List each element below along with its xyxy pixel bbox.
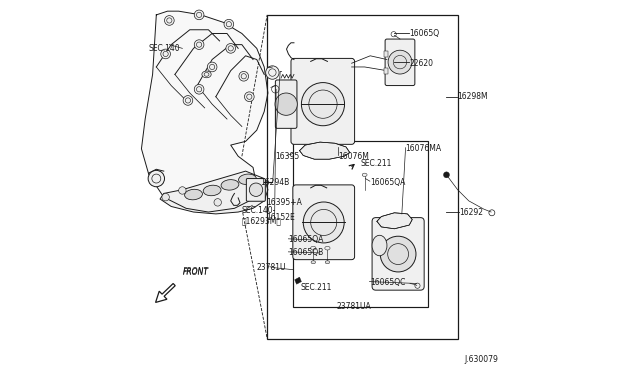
Text: SEC.140: SEC.140 — [149, 44, 180, 53]
Text: 16065QA: 16065QA — [370, 178, 406, 187]
Circle shape — [388, 50, 412, 74]
Ellipse shape — [202, 71, 211, 78]
Text: J.630079: J.630079 — [465, 355, 499, 364]
FancyBboxPatch shape — [293, 185, 355, 260]
Ellipse shape — [310, 246, 316, 250]
Circle shape — [148, 170, 164, 187]
Circle shape — [226, 44, 236, 53]
Circle shape — [207, 62, 217, 72]
Text: 16065QB: 16065QB — [289, 248, 324, 257]
Circle shape — [162, 193, 170, 201]
Circle shape — [224, 19, 234, 29]
Ellipse shape — [184, 189, 202, 200]
Circle shape — [164, 16, 174, 25]
Bar — [293, 141, 428, 307]
FancyBboxPatch shape — [275, 80, 297, 128]
Polygon shape — [141, 11, 268, 212]
Text: 16298M: 16298M — [458, 92, 488, 101]
Circle shape — [244, 92, 254, 102]
Ellipse shape — [362, 173, 367, 177]
Text: 23781UA: 23781UA — [336, 302, 371, 311]
Text: SEC.211: SEC.211 — [361, 159, 392, 168]
Circle shape — [195, 84, 204, 94]
Ellipse shape — [221, 180, 239, 190]
Text: 23781U: 23781U — [257, 263, 286, 272]
Text: 16065QC: 16065QC — [370, 278, 406, 287]
Text: SEC.140-: SEC.140- — [242, 206, 276, 215]
Ellipse shape — [204, 185, 221, 196]
Bar — [385, 51, 388, 57]
Text: 〖16293M〗: 〖16293M〗 — [242, 217, 282, 226]
Text: 22620: 22620 — [410, 59, 433, 68]
Circle shape — [275, 93, 298, 115]
Circle shape — [250, 183, 262, 196]
Text: 16065QA: 16065QA — [289, 235, 324, 244]
Text: 16076M: 16076M — [339, 152, 369, 161]
FancyBboxPatch shape — [385, 39, 415, 86]
Polygon shape — [160, 171, 268, 214]
Text: 16076MA: 16076MA — [406, 144, 442, 153]
Circle shape — [303, 202, 344, 243]
Circle shape — [183, 96, 193, 105]
Circle shape — [444, 172, 449, 178]
FancyBboxPatch shape — [291, 58, 355, 144]
Text: 16065Q: 16065Q — [410, 29, 440, 38]
Text: FRONT: FRONT — [182, 268, 209, 277]
Ellipse shape — [311, 261, 316, 264]
Circle shape — [179, 187, 186, 194]
Circle shape — [266, 66, 279, 79]
Polygon shape — [377, 213, 412, 229]
Circle shape — [195, 40, 204, 49]
Text: 16152E: 16152E — [266, 213, 295, 222]
Bar — [267, 15, 458, 339]
Polygon shape — [294, 277, 301, 284]
Ellipse shape — [325, 246, 330, 250]
Text: 16292: 16292 — [460, 208, 483, 217]
Ellipse shape — [325, 261, 330, 264]
Text: SEC.211: SEC.211 — [301, 283, 332, 292]
Circle shape — [161, 49, 170, 59]
Text: 16395: 16395 — [275, 152, 300, 161]
Ellipse shape — [239, 174, 257, 185]
Circle shape — [195, 10, 204, 20]
FancyBboxPatch shape — [246, 179, 266, 201]
FancyBboxPatch shape — [372, 218, 424, 290]
Polygon shape — [300, 142, 349, 159]
Circle shape — [380, 236, 416, 272]
Ellipse shape — [372, 235, 387, 256]
Bar — [385, 68, 388, 74]
Text: 16395+A: 16395+A — [266, 198, 302, 207]
Circle shape — [260, 179, 267, 187]
Circle shape — [301, 83, 344, 126]
Circle shape — [214, 199, 221, 206]
Text: FRONT: FRONT — [182, 267, 209, 276]
Text: 16294B: 16294B — [260, 178, 290, 187]
Circle shape — [239, 71, 248, 81]
